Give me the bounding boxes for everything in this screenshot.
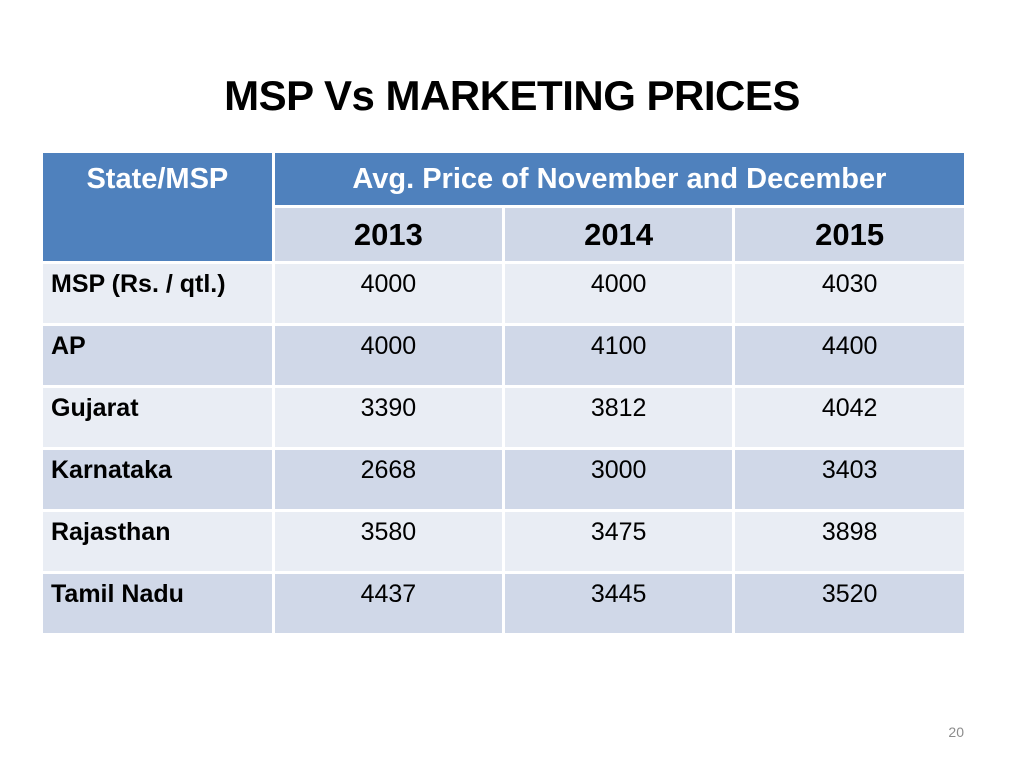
table-row-msp: MSP (Rs. / qtl.) 4000 4000 4030 bbox=[43, 261, 964, 326]
table-row-rajasthan: Rajasthan 3580 3475 3898 bbox=[43, 509, 964, 574]
table-row-karnataka: Karnataka 2668 3000 3403 bbox=[43, 447, 964, 512]
value-cell: 4000 bbox=[271, 261, 506, 326]
row-label: MSP (Rs. / qtl.) bbox=[43, 261, 275, 326]
price-table: State/MSP Avg. Price of November and Dec… bbox=[43, 153, 964, 633]
row-label: Gujarat bbox=[43, 385, 275, 450]
row-label: Karnataka bbox=[43, 447, 275, 512]
year-header-row: 2013 2014 2015 bbox=[43, 205, 964, 264]
row-label: Rajasthan bbox=[43, 509, 275, 574]
state-msp-header: State/MSP bbox=[43, 153, 275, 264]
value-cell: 4400 bbox=[732, 323, 964, 388]
value-cell: 4100 bbox=[501, 323, 736, 388]
value-cell: 4000 bbox=[501, 261, 736, 326]
row-label: AP bbox=[43, 323, 275, 388]
slide-title: MSP Vs MARKETING PRICES bbox=[224, 72, 800, 119]
year-header-2013: 2013 bbox=[273, 205, 506, 264]
value-cell: 3812 bbox=[501, 385, 736, 450]
year-header-2014: 2014 bbox=[501, 205, 736, 264]
value-cell: 4000 bbox=[271, 323, 506, 388]
value-cell: 3403 bbox=[732, 447, 964, 512]
value-cell: 3475 bbox=[501, 509, 736, 574]
table-header-row: State/MSP Avg. Price of November and Dec… bbox=[43, 153, 964, 264]
value-cell: 4042 bbox=[732, 385, 964, 450]
value-cell: 3580 bbox=[271, 509, 506, 574]
year-header-2015: 2015 bbox=[732, 205, 964, 264]
row-label: Tamil Nadu bbox=[43, 571, 275, 633]
value-cell: 4030 bbox=[732, 261, 964, 326]
value-cell: 4437 bbox=[271, 571, 506, 633]
value-cell: 2668 bbox=[271, 447, 506, 512]
table-row-ap: AP 4000 4100 4400 bbox=[43, 323, 964, 388]
table-row-tamil-nadu: Tamil Nadu 4437 3445 3520 bbox=[43, 571, 964, 633]
value-cell: 3390 bbox=[271, 385, 506, 450]
value-cell: 3898 bbox=[732, 509, 964, 574]
table-row-gujarat: Gujarat 3390 3812 4042 bbox=[43, 385, 964, 450]
value-cell: 3520 bbox=[732, 571, 964, 633]
value-cell: 3000 bbox=[501, 447, 736, 512]
avg-price-header: Avg. Price of November and December bbox=[271, 153, 964, 208]
value-cell: 3445 bbox=[501, 571, 736, 633]
slide-number: 20 bbox=[948, 724, 964, 740]
